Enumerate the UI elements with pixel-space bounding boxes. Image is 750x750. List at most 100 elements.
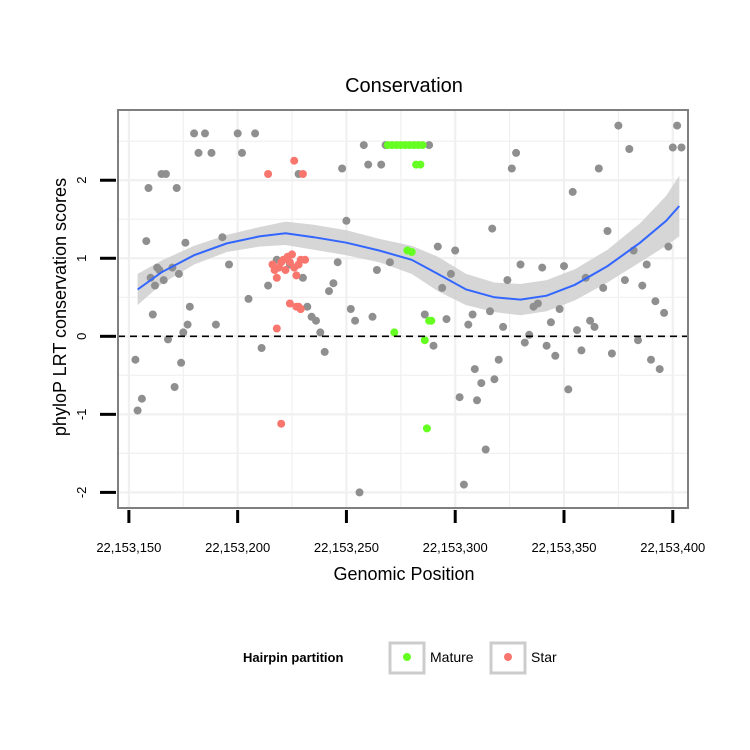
series-other — [131, 121, 686, 497]
point-other — [494, 355, 503, 364]
point-other — [603, 227, 612, 235]
y-tick-label: 0 — [74, 333, 89, 340]
point-other — [507, 164, 516, 173]
point-star — [296, 305, 305, 313]
x-tick-label: 22,153,350 — [531, 540, 596, 555]
point-other — [488, 224, 497, 233]
point-other — [233, 129, 242, 138]
point-other — [303, 302, 312, 311]
chart-title: Conservation — [345, 75, 463, 97]
point-star — [264, 170, 273, 178]
x-tick-label: 22,153,250 — [314, 540, 379, 555]
point-other — [546, 318, 555, 327]
point-star — [272, 273, 281, 282]
point-other — [451, 246, 460, 255]
point-other — [638, 281, 647, 290]
point-other — [586, 316, 595, 325]
point-other — [211, 320, 220, 329]
point-other — [312, 316, 320, 325]
point-other — [464, 320, 473, 329]
y-tick-label: 1 — [74, 255, 89, 262]
point-other — [468, 310, 477, 319]
point-other — [359, 141, 368, 150]
point-other — [614, 121, 623, 130]
point-other — [364, 160, 373, 169]
point-other — [377, 160, 386, 169]
point-other — [481, 445, 490, 454]
plot-panel — [117, 109, 689, 509]
point-other — [651, 297, 660, 306]
point-other — [573, 326, 581, 335]
point-other — [594, 164, 603, 173]
point-other — [438, 283, 447, 292]
y-tick-label: 2 — [74, 177, 89, 184]
legend-title: Hairpin partition — [243, 650, 343, 665]
point-other — [664, 242, 673, 251]
point-other — [351, 316, 360, 325]
legend: Hairpin partition Mature Star — [243, 641, 557, 675]
point-other — [625, 145, 634, 153]
data-points — [131, 121, 686, 497]
point-other — [385, 258, 394, 267]
point-star — [285, 299, 294, 308]
x-tick-label: 22,153,300 — [423, 540, 488, 555]
point-star — [292, 271, 301, 280]
point-other — [564, 385, 573, 394]
x-tick-label: 22,153,150 — [96, 540, 161, 555]
point-other — [470, 365, 479, 374]
point-other — [459, 480, 468, 489]
point-star — [272, 324, 281, 333]
point-mature — [416, 160, 425, 169]
point-other — [473, 396, 481, 405]
legend-marker-star — [504, 653, 512, 661]
point-other — [329, 279, 338, 288]
legend-label-star: Star — [531, 649, 557, 665]
point-other — [673, 121, 682, 130]
y-tick-label: -2 — [74, 487, 89, 499]
point-other — [225, 260, 233, 269]
point-other — [429, 341, 438, 350]
point-mature — [422, 424, 431, 433]
confidence-ribbon — [137, 175, 680, 316]
point-mature — [390, 328, 399, 337]
point-other — [164, 335, 172, 344]
point-star — [290, 156, 299, 165]
point-other — [512, 148, 521, 157]
point-other — [655, 365, 664, 374]
point-star — [277, 419, 286, 428]
point-other — [144, 184, 153, 192]
point-other — [201, 129, 209, 138]
point-other — [555, 305, 564, 313]
point-other — [538, 263, 547, 272]
point-other — [190, 129, 199, 138]
point-other — [607, 349, 616, 358]
x-axis-title: Genomic Position — [333, 564, 474, 584]
point-other — [516, 260, 525, 269]
point-other — [174, 269, 183, 278]
point-other — [486, 307, 494, 316]
point-other — [551, 351, 560, 360]
point-other — [560, 262, 568, 271]
point-other — [159, 276, 168, 285]
point-other — [368, 312, 377, 321]
point-other — [503, 276, 512, 285]
point-other — [251, 129, 260, 138]
point-other — [177, 358, 186, 367]
point-star — [301, 255, 310, 264]
grid-lines — [118, 110, 688, 508]
point-other — [131, 355, 140, 364]
x-tick-label: 22,153,200 — [205, 540, 270, 555]
point-other — [185, 302, 194, 311]
point-mature — [427, 316, 436, 325]
point-other — [133, 406, 142, 415]
point-other — [338, 164, 347, 173]
point-other — [533, 299, 542, 308]
point-star — [281, 266, 290, 274]
point-other — [577, 346, 586, 355]
point-other — [490, 375, 499, 384]
point-other — [179, 328, 188, 337]
panel-border — [117, 109, 689, 509]
point-other — [142, 237, 151, 246]
point-other — [181, 238, 190, 247]
